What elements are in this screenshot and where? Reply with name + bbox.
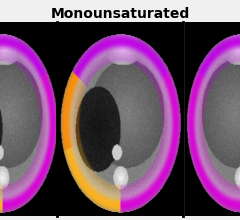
Text: Monounsaturated: Monounsaturated — [50, 7, 190, 21]
